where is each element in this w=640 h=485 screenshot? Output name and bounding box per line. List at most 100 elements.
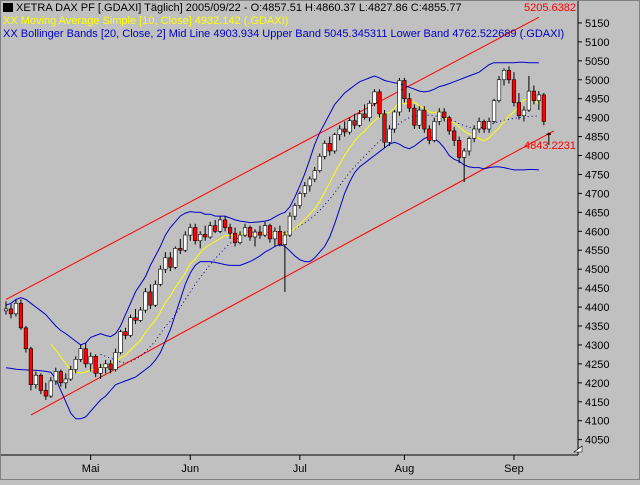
candle xyxy=(506,66,512,84)
candle-body-up xyxy=(208,225,213,238)
candle-body-down xyxy=(541,94,546,122)
candle xyxy=(168,252,173,272)
symbol-info-text: XETRA DAX PF [.GDAXI] Täglich] 2005/09/2… xyxy=(16,2,462,14)
candle xyxy=(183,231,188,253)
candle xyxy=(68,365,73,381)
candle xyxy=(138,307,143,323)
channel-lower-line xyxy=(30,130,555,416)
candle-body-up xyxy=(88,355,93,365)
candle-body-down xyxy=(28,348,34,386)
candle xyxy=(218,216,223,234)
candle xyxy=(108,360,113,374)
candle xyxy=(118,329,123,355)
candle xyxy=(387,125,392,147)
candle xyxy=(148,284,153,309)
candle-body-up xyxy=(103,363,108,368)
candle xyxy=(43,382,48,400)
candle xyxy=(272,227,278,247)
candle-body-down xyxy=(223,219,228,228)
candle-body-up xyxy=(237,234,243,243)
candle-body-up xyxy=(13,302,19,315)
candle xyxy=(476,117,482,133)
candle xyxy=(462,147,467,183)
y-tick-label: 4500 xyxy=(585,264,609,276)
candle-body-up xyxy=(282,234,287,245)
candle-body-up xyxy=(128,317,133,336)
y-tick-label: 4950 xyxy=(585,94,609,106)
candle xyxy=(342,121,347,137)
candle-body-up xyxy=(113,352,118,370)
y-tick-label: 4300 xyxy=(585,340,609,352)
candle xyxy=(521,106,527,122)
legend-symbol: XETRA DAX PF [.GDAXI] Täglich] 2005/09/2… xyxy=(3,1,462,15)
candle xyxy=(427,125,432,145)
candle xyxy=(73,356,78,374)
candle-body-down xyxy=(427,128,432,141)
candle xyxy=(8,304,14,319)
candle-body-up xyxy=(496,79,502,101)
candle xyxy=(242,223,248,237)
x-tick-label-jul: Jul xyxy=(293,463,307,475)
candle-body-down xyxy=(213,225,218,232)
candle xyxy=(526,75,531,112)
candle xyxy=(357,110,362,128)
candle xyxy=(153,280,158,308)
candle-body-down xyxy=(412,107,417,126)
candle xyxy=(337,125,342,141)
x-tick-label-jun: Jun xyxy=(181,463,199,475)
candle-body-down xyxy=(23,327,29,350)
y-tick-label: 4250 xyxy=(585,359,609,371)
candle-body-down xyxy=(38,374,43,391)
candle-body-up xyxy=(138,309,143,321)
candle-body-up xyxy=(292,205,297,217)
y-tick-label: 4800 xyxy=(585,151,609,163)
candle xyxy=(237,231,243,245)
candle xyxy=(457,136,462,164)
y-tick-label: 4750 xyxy=(585,169,609,181)
candle-body-up xyxy=(332,134,337,152)
candle-body-up xyxy=(476,121,482,130)
legend-bollinger[interactable]: XX Bollinger Bands [20, Close, 2] Mid Li… xyxy=(3,27,564,41)
candle xyxy=(223,216,228,232)
candle xyxy=(3,301,9,315)
candle-body-up xyxy=(392,111,397,130)
candle xyxy=(382,110,387,148)
candle-body-up xyxy=(367,102,372,118)
value-label-1: 4843.2231 xyxy=(524,140,576,152)
candle-body-up xyxy=(262,225,268,236)
legend-moving-average[interactable]: XX Moving Average Simple [10, Close] 493… xyxy=(3,14,288,28)
y-tick-label: 4850 xyxy=(585,132,609,144)
candle-body-down xyxy=(277,230,283,245)
scroll-corner-icon xyxy=(573,445,583,453)
candle xyxy=(103,360,108,374)
candle xyxy=(362,104,367,120)
y-tick-label: 4650 xyxy=(585,207,609,219)
candle xyxy=(481,119,487,133)
bb-info-text: Bollinger Bands [20, Close, 2] Mid Line … xyxy=(20,28,565,40)
y-tick-label: 5050 xyxy=(585,56,609,68)
candle-body-down xyxy=(422,109,427,130)
candle-body-down xyxy=(18,302,24,329)
candle xyxy=(472,125,477,143)
y-tick-label: 5000 xyxy=(585,75,609,87)
candle xyxy=(93,354,98,378)
candle xyxy=(452,127,457,147)
candle xyxy=(282,231,287,292)
candle xyxy=(442,108,447,122)
candle xyxy=(491,98,497,124)
candle-body-up xyxy=(536,94,541,101)
candle xyxy=(123,327,128,340)
candle-body-up xyxy=(287,215,292,236)
ma-prefix: XX xyxy=(3,15,18,27)
y-tick-label: 4600 xyxy=(585,226,609,238)
moving-average-line xyxy=(50,97,540,374)
candle-body-up xyxy=(272,230,278,240)
candle xyxy=(516,93,522,120)
bollinger-upper-band xyxy=(5,61,539,346)
candle-body-up xyxy=(322,143,327,157)
candle xyxy=(247,225,253,241)
candle xyxy=(402,77,407,103)
candle-body-up xyxy=(387,128,392,143)
